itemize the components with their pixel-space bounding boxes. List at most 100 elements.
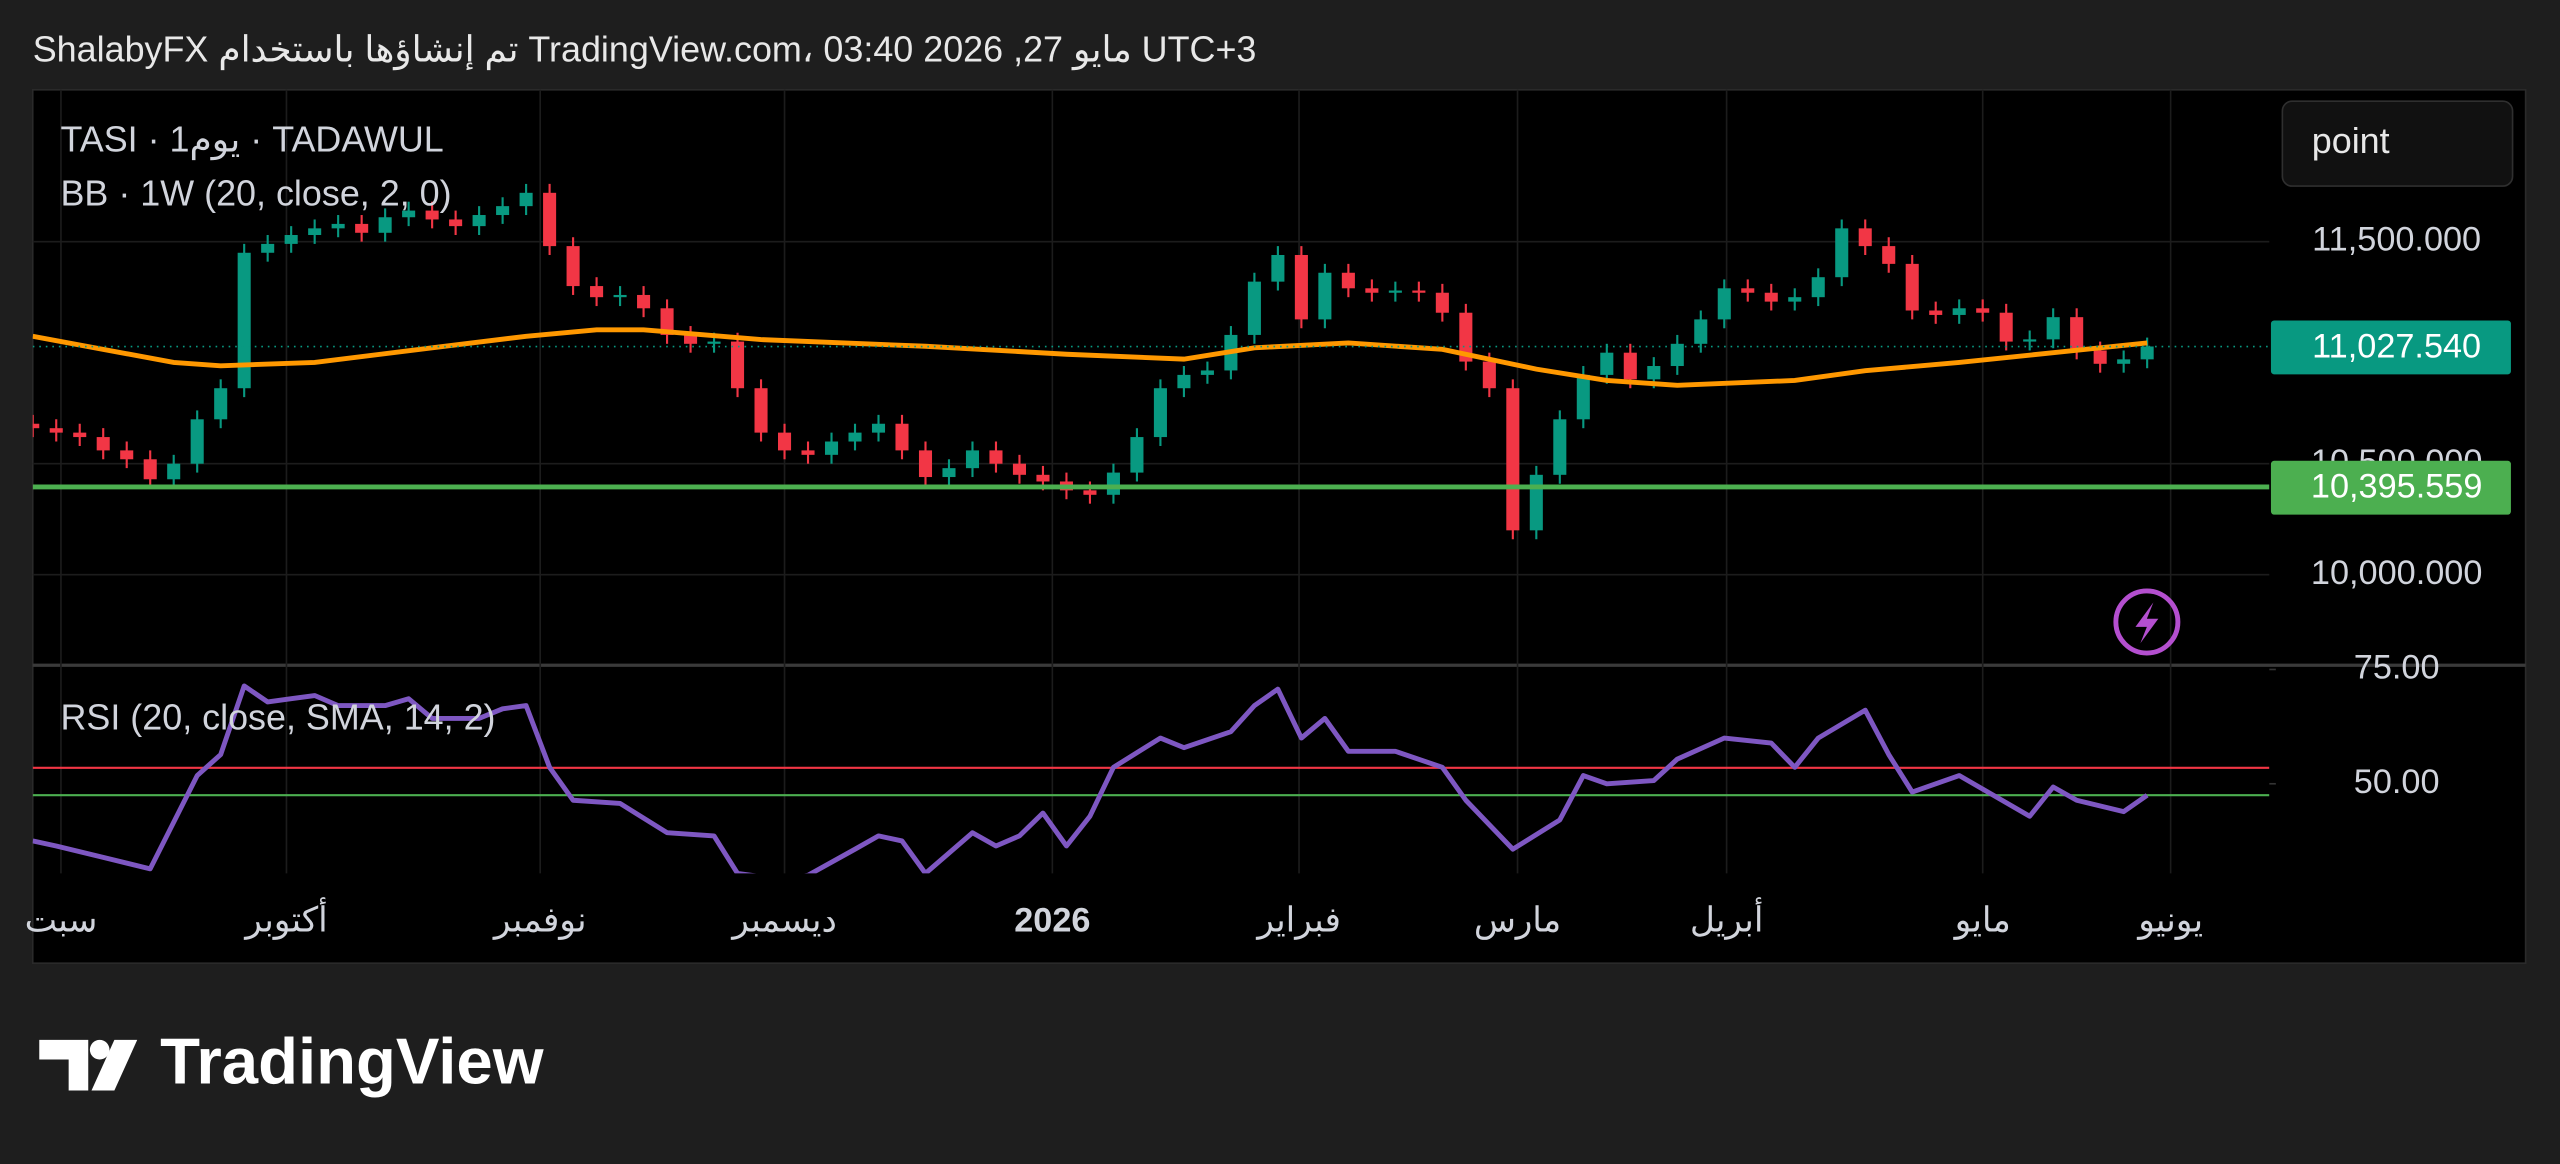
candle-body xyxy=(566,246,580,287)
candle-body xyxy=(1976,308,1990,313)
candle-body xyxy=(989,450,1003,464)
unit-button[interactable] xyxy=(2281,100,2514,187)
candle-body xyxy=(918,450,933,478)
candle-body xyxy=(96,437,110,451)
candle-body xyxy=(824,441,839,455)
candle-body xyxy=(1741,288,1755,293)
header: ShalabyFX تم إنشاؤها باستخدام TradingVie… xyxy=(33,29,1257,71)
candle-body xyxy=(1835,228,1849,278)
candle-body xyxy=(49,428,63,433)
candle-body xyxy=(801,450,815,455)
candle-body xyxy=(2140,346,2154,360)
candle-body xyxy=(731,341,745,389)
candle-body xyxy=(472,215,486,227)
candle-body xyxy=(2117,359,2131,364)
candle-body xyxy=(1036,474,1050,482)
candle-body xyxy=(1083,490,1097,495)
bb-legend: BB · 1W (20, close, 2, 0) xyxy=(60,172,451,213)
candle-body xyxy=(308,228,322,236)
x-tick-label: ديسمبر xyxy=(730,901,836,940)
last-price-label: 11,027.540 xyxy=(2312,327,2481,365)
candle-body xyxy=(871,423,886,433)
candle-body xyxy=(1412,290,1426,293)
candle-body xyxy=(1200,370,1214,375)
candle-body xyxy=(402,210,416,218)
candle-body xyxy=(1647,366,1661,380)
lightning-icon[interactable] xyxy=(2113,588,2181,656)
candle-body xyxy=(684,334,698,344)
candle-body xyxy=(1294,254,1308,320)
candle-body xyxy=(1177,374,1191,389)
candle-body xyxy=(2070,317,2084,351)
x-tick-label: مارس xyxy=(1474,901,1561,940)
y-tick-label: 50.00 xyxy=(2354,763,2440,801)
candle-body xyxy=(778,432,792,451)
x-tick-label: أبريل xyxy=(1690,897,1763,940)
candle-body xyxy=(1553,419,1567,475)
y-tick-label: 75.00 xyxy=(2354,649,2440,687)
candle-body xyxy=(519,192,533,207)
candle-body xyxy=(449,219,463,227)
logo-text: TradingView xyxy=(160,1024,544,1097)
candle-body xyxy=(2093,350,2107,364)
candle-body xyxy=(167,463,181,480)
candle-body xyxy=(1811,277,1825,298)
y-tick-label: 11,500.000 xyxy=(2312,221,2481,259)
candle-body xyxy=(1130,437,1144,473)
candle-body xyxy=(190,419,204,464)
candle-body xyxy=(1952,308,1966,315)
candle-body xyxy=(1576,374,1590,420)
candle-body xyxy=(73,432,87,438)
candle-body xyxy=(1905,263,1919,311)
candle-body xyxy=(1388,290,1402,293)
candle-body xyxy=(1882,246,1896,264)
candle-body xyxy=(1506,388,1520,531)
candle-body xyxy=(2046,317,2060,340)
candle-body xyxy=(1670,343,1684,367)
candle-body xyxy=(660,308,674,335)
rsi-line xyxy=(32,683,2149,874)
candle-body xyxy=(1764,292,1778,302)
candle-body xyxy=(237,252,251,389)
candle-body xyxy=(1365,288,1379,293)
y-tick-label: 10,000.000 xyxy=(2311,554,2483,592)
candle-body xyxy=(613,294,627,298)
candle-body xyxy=(1529,474,1543,531)
candle-body xyxy=(543,192,557,247)
chart-panel xyxy=(31,88,2527,965)
candle-body xyxy=(754,388,768,433)
rsi-legend: RSI (20, close, SMA, 14, 2) xyxy=(60,696,495,737)
candle-body xyxy=(1717,288,1731,320)
candle-body xyxy=(895,423,909,451)
bb-line xyxy=(32,327,2148,388)
hline-label-box xyxy=(2270,460,2511,515)
x-tick-label: فبراير xyxy=(1255,901,1341,940)
hline-label: 10,395.559 xyxy=(2311,468,2483,506)
candle-body xyxy=(942,468,956,478)
x-tick-label: أكتوبر xyxy=(243,897,327,940)
candle-body xyxy=(355,223,369,233)
candle-body xyxy=(1788,297,1802,302)
candle-body xyxy=(261,243,275,253)
candle-body xyxy=(1153,388,1167,438)
candle-body xyxy=(2023,339,2037,342)
x-tick-label: نوفمبر xyxy=(492,901,587,940)
candle-body xyxy=(214,388,228,420)
x-tick-label: سبت xyxy=(25,901,98,939)
candle-body xyxy=(1482,361,1496,389)
candle-body xyxy=(284,235,298,244)
candle-body xyxy=(965,450,980,469)
symbol-legend: TASI · 1يوم · TADAWUL xyxy=(60,119,443,161)
candle-body xyxy=(425,210,439,220)
candle-body xyxy=(120,450,134,460)
candle-body xyxy=(1271,254,1285,282)
candle-body xyxy=(143,459,157,480)
candle-body xyxy=(1106,472,1120,495)
candle-body xyxy=(1694,319,1708,344)
candle-body xyxy=(1459,312,1473,362)
candle-body xyxy=(1623,352,1637,380)
candle-body xyxy=(1318,272,1332,320)
candle-body xyxy=(378,217,392,233)
unit-button-label[interactable]: point xyxy=(2312,120,2390,161)
